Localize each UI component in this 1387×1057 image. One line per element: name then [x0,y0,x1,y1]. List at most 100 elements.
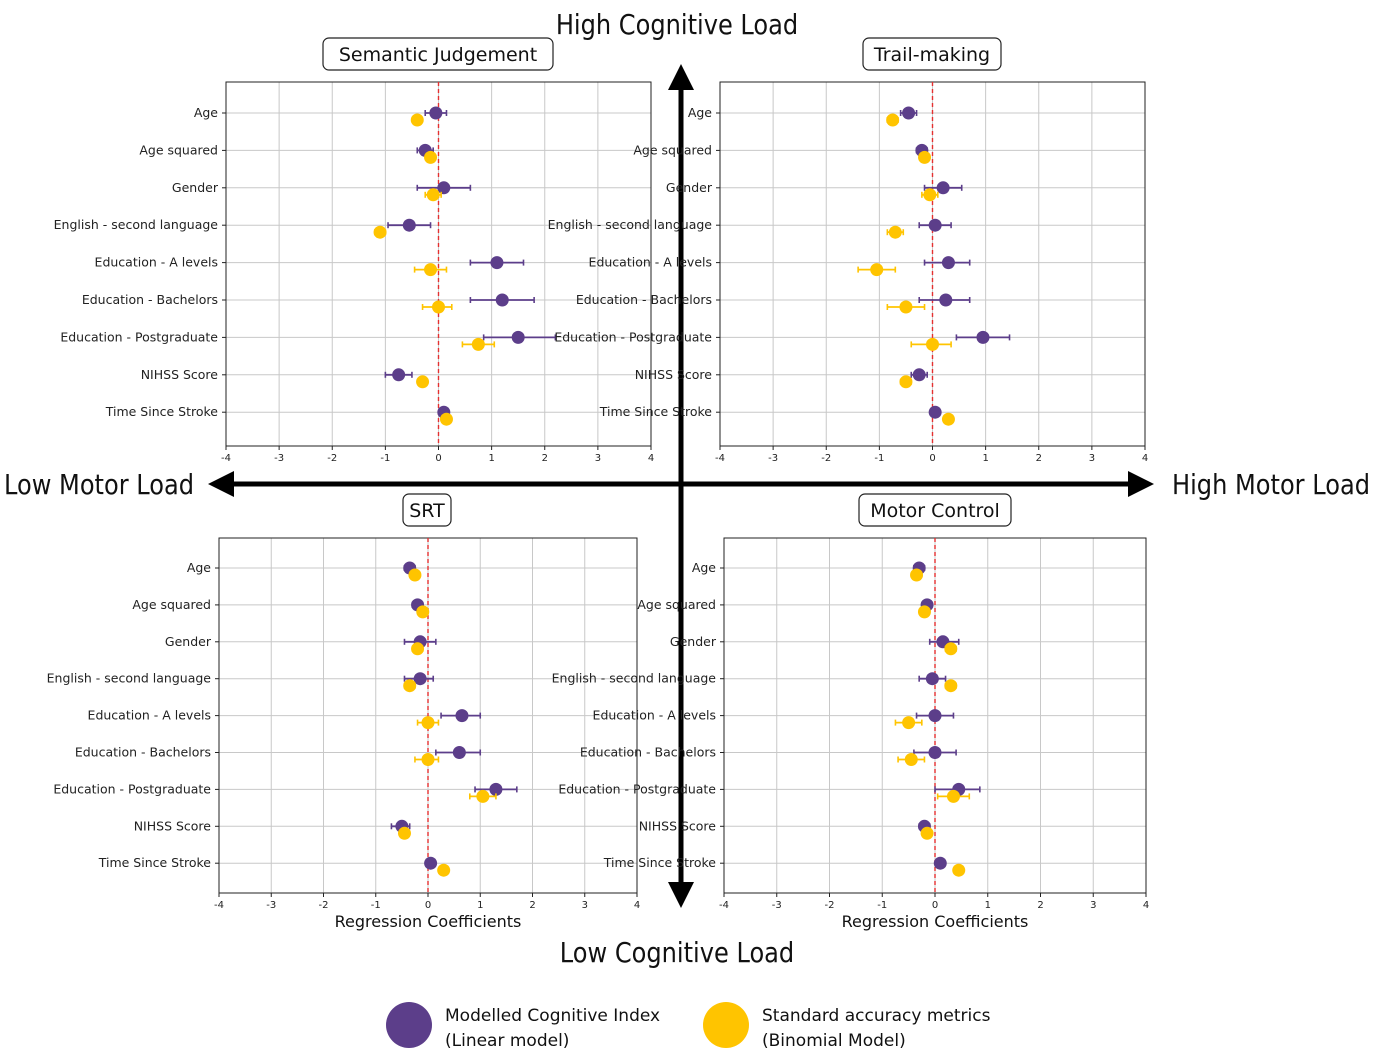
point-binomial [899,300,913,314]
category-label: English - second language [54,217,219,232]
category-label: English - second language [552,671,717,686]
category-label: Education - A levels [88,708,211,723]
category-label: Education - A levels [589,255,712,270]
legend-label-linear-line2: (Linear model) [445,1031,569,1051]
category-label: NIHSS Score [635,367,713,382]
category-label: Education - Bachelors [580,745,716,760]
point-linear [976,330,990,344]
point-binomial [926,337,939,351]
x-tick-label: -1 [371,900,381,911]
x-tick-label: -4 [221,453,231,464]
x-tick-label: -3 [768,453,778,464]
category-label: Education - Postgraduate [558,781,716,796]
point-binomial [941,412,955,426]
x-tick-label: -2 [821,453,831,464]
category-label: Gender [670,634,717,649]
category-label: Time Since Stroke [599,404,713,419]
category-label: Age [194,105,218,120]
panel-title-box [402,493,452,527]
point-binomial [421,753,435,766]
panel-title-box [858,493,1012,527]
right-arrowhead [1128,471,1154,497]
x-tick-label: 1 [982,453,988,464]
category-label: Age squared [132,597,211,612]
point-linear [925,672,939,686]
x-tick-label: 1 [488,453,494,464]
panel-title: Motor Control [870,500,1000,522]
x-tick-label: 4 [1143,900,1149,911]
category-label: Age squared [637,597,716,612]
legend-label-binomial-line2: (Binomial Model) [762,1031,906,1051]
axis-label-right: High Motor Load [1172,469,1370,501]
point-binomial [870,263,884,277]
x-tick-label: 0 [929,453,935,464]
point-linear [489,782,503,796]
legend-marker-linear [386,1002,432,1048]
panel-title-box [862,37,1002,71]
x-axis-label: Regression Coefficients [842,912,1029,931]
point-linear [452,746,466,759]
category-label: English - second language [548,217,713,232]
category-label: Age [688,105,712,120]
category-label: Education - A levels [593,708,716,723]
point-binomial [952,863,966,877]
point-binomial [899,375,913,389]
point-linear [928,709,942,723]
category-label: Time Since Stroke [105,404,219,419]
axis-label-top: High Cognitive Load [556,9,798,41]
category-label: Age [187,560,211,575]
point-binomial [471,337,485,351]
panel-title: Semantic Judgement [339,44,537,66]
point-linear [928,405,942,419]
point-linear [902,106,916,120]
x-tick-label: -2 [319,900,329,911]
category-label: Time Since Stroke [603,855,717,870]
down-arrowhead [668,882,694,908]
panel-srt: -4 -3 -2 -1 0 1 2 3 4 Age Age squared Gender English… [47,493,640,931]
point-binomial [410,113,424,127]
point-binomial [411,642,425,656]
category-label: Education - Postgraduate [60,329,218,344]
x-tick-label: 3 [1089,453,1095,464]
x-tick-label: -3 [274,453,284,464]
x-tick-label: 3 [1090,900,1096,911]
point-binomial [408,568,422,582]
category-label: Education - A levels [95,255,218,270]
point-binomial [424,150,438,164]
category-label: Age squared [139,142,218,157]
category-label: Gender [666,180,713,195]
x-tick-label: 0 [435,453,441,464]
category-label: Gender [172,180,219,195]
panel-title-box [322,37,554,71]
x-tick-label: 2 [1036,453,1042,464]
x-tick-label: -4 [719,900,729,911]
point-binomial [923,188,937,202]
category-label: NIHSS Score [134,818,212,833]
quadrant-arrows [208,64,1154,908]
x-tick-label: -4 [214,900,224,911]
point-linear [392,368,406,382]
x-tick-label: 1 [477,900,483,911]
point-linear [928,746,942,759]
point-linear [511,330,525,344]
legend-label-binomial-line1: Standard accuracy metrics [762,1006,991,1026]
category-label: Education - Bachelors [576,292,712,307]
category-label: Education - Postgraduate [554,329,712,344]
point-binomial [920,826,934,840]
point-linear [437,181,451,195]
point-binomial [918,150,932,164]
point-binomial [944,679,958,693]
up-arrowhead [668,64,694,90]
point-binomial [397,826,411,840]
legend: Modelled Cognitive Index (Linear model) … [386,1002,991,1051]
x-tick-label: 3 [595,453,601,464]
point-binomial [888,225,902,239]
category-label: Time Since Stroke [98,855,212,870]
point-binomial [476,789,490,803]
point-binomial [902,716,916,730]
category-label: Age [692,560,716,575]
point-binomial [944,642,958,656]
point-binomial [416,605,430,619]
point-linear [939,293,953,307]
category-label: English - second language [47,671,212,686]
